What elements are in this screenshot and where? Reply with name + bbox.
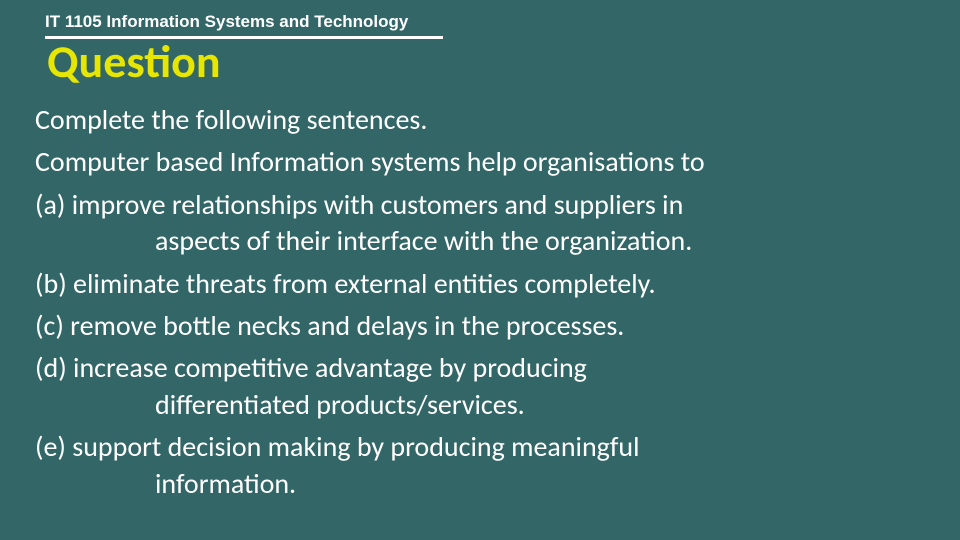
instruction-text: Complete the following sentences.	[35, 102, 925, 138]
option-b-line1: eliminate threats from external entities…	[73, 266, 655, 301]
slide-heading: Question	[47, 38, 221, 86]
option-e: (e) support decision making by producing…	[35, 429, 925, 502]
option-d-line2: differentiated products/services.	[83, 387, 925, 423]
option-d-label: (d)	[35, 350, 67, 385]
slide-body: Complete the following sentences. Comput…	[35, 102, 925, 508]
course-code: IT 1105 Information Systems and Technolo…	[45, 12, 408, 32]
option-e-label: (e)	[35, 429, 66, 464]
option-c-line1: remove bottle necks and delays in the pr…	[70, 308, 624, 343]
option-d: (d) increase competitive advantage by pr…	[35, 350, 925, 423]
option-e-line1: support decision making by producing mea…	[72, 429, 639, 464]
lead-text: Computer based Information systems help …	[35, 144, 925, 180]
option-a-line2: aspects of their interface with the orga…	[83, 223, 925, 259]
option-a-line1: improve relationships with customers and…	[72, 187, 684, 222]
option-b-label: (b)	[35, 266, 67, 301]
option-c: (c) remove bottle necks and delays in th…	[35, 308, 925, 344]
option-b: (b) eliminate threats from external enti…	[35, 266, 925, 302]
option-a: (a) improve relationships with customers…	[35, 187, 925, 260]
option-d-line1: increase competitive advantage by produc…	[73, 350, 587, 385]
option-e-line2: information.	[83, 466, 925, 502]
option-c-label: (c)	[35, 308, 64, 343]
option-a-label: (a)	[35, 187, 65, 222]
